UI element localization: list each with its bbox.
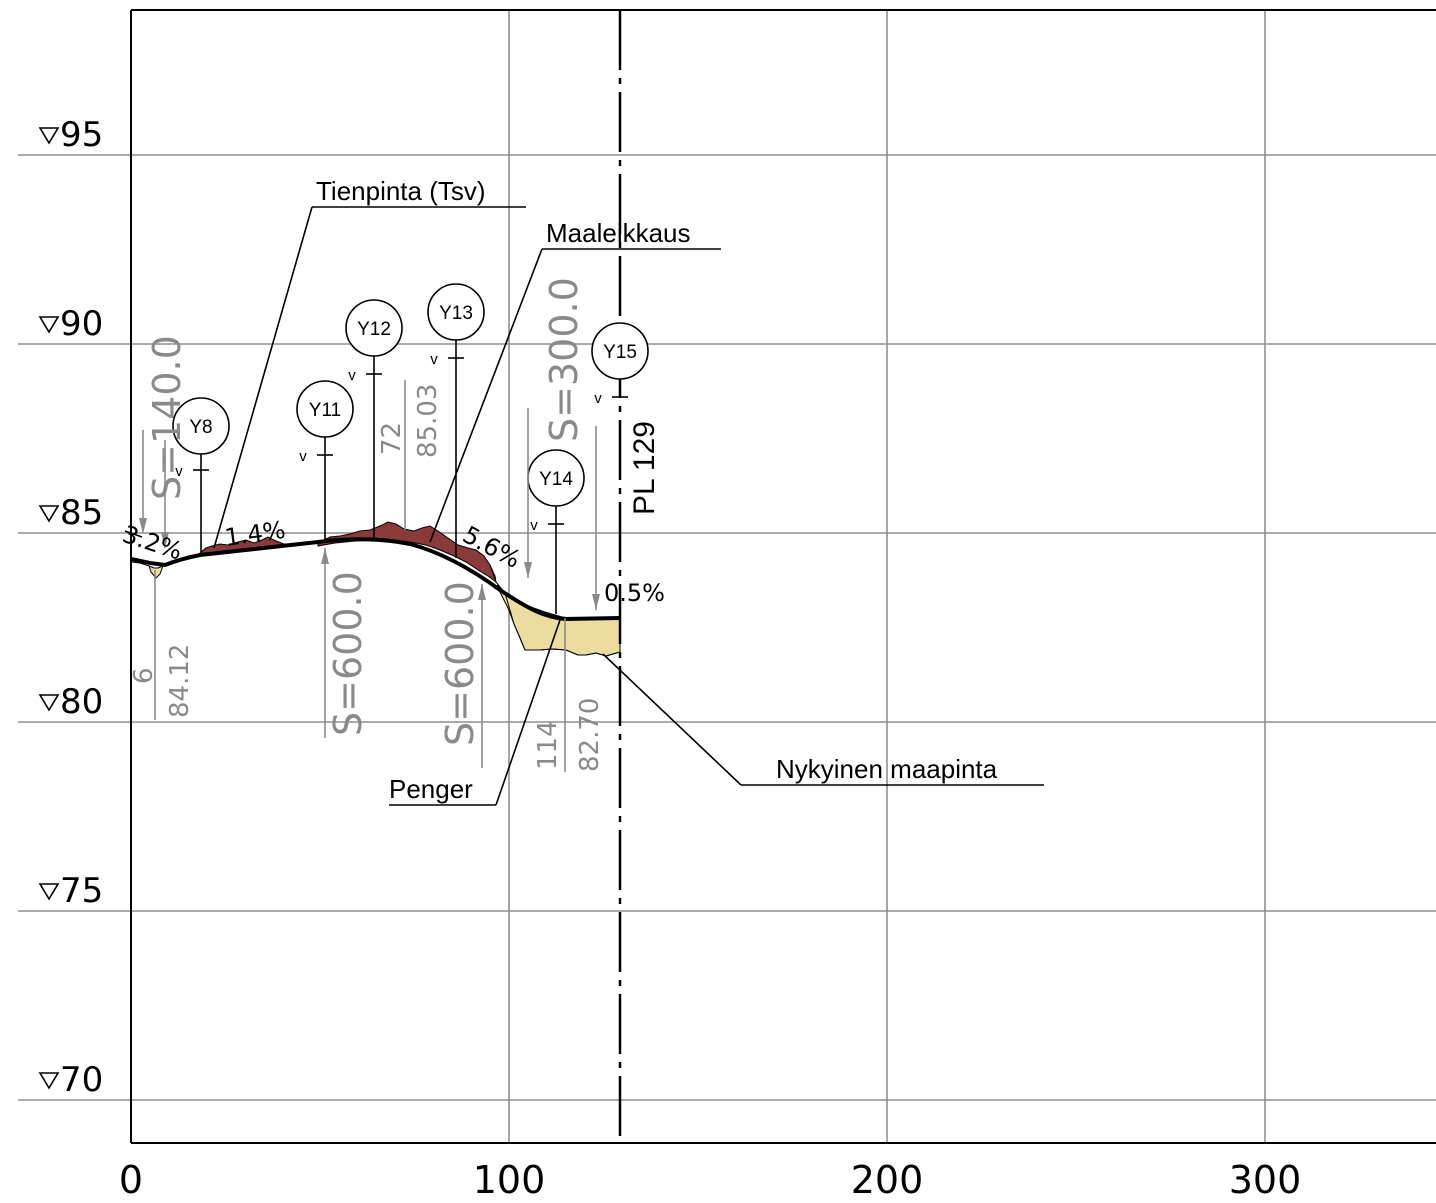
callout-tienpinta-label: Tienpinta (Tsv) <box>316 176 486 206</box>
callout-nykyinen: Nykyinen maapinta <box>602 653 1044 786</box>
elevation-label-85: 85 <box>38 493 103 533</box>
breakpoint-elevation-2: 85.03 <box>413 384 443 458</box>
frame <box>130 9 1436 1144</box>
elevation-value: 95 <box>60 115 103 155</box>
elevation-value: 75 <box>60 871 103 911</box>
point-label: Y13 <box>439 303 473 324</box>
point-marker-label: v <box>594 390 602 407</box>
embankment-area-right <box>496 584 621 657</box>
callout-nykyinen-label: Nykyinen maapinta <box>776 754 998 784</box>
callout-penger: Penger <box>389 619 561 806</box>
vertical-curve-annotations: S=140.0 S=600.0 S=600.0 S=300.0 <box>139 277 600 768</box>
callout-maaleikkaus-label: Maaleikkaus <box>546 218 691 248</box>
elevation-triangle-icon <box>38 694 60 712</box>
callout-leader <box>495 619 561 806</box>
curve-arrow-head-icon <box>139 518 147 534</box>
slope-label-1: 3.2% <box>119 520 186 565</box>
point-y13: Y13 v <box>427 283 485 558</box>
elevation-label-75: 75 <box>38 871 103 911</box>
elevation-label-95: 95 <box>38 115 103 155</box>
road-surface-line <box>130 537 621 622</box>
slope-leader <box>124 530 143 538</box>
breakpoint-annotations: 6 84.12 72 85.03 114 82.70 <box>129 380 605 772</box>
point-circle <box>591 322 649 380</box>
elevation-value: 85 <box>60 493 103 533</box>
elevation-label-70: 70 <box>38 1060 103 1100</box>
point-label: Y12 <box>357 319 391 340</box>
callout-leader <box>602 653 742 786</box>
point-label: Y14 <box>539 469 573 490</box>
elevation-triangle-icon <box>38 883 60 901</box>
point-marker-label: v <box>299 448 307 465</box>
elevation-label-90: 90 <box>38 304 103 344</box>
callout-leader <box>213 206 313 549</box>
embankment-area-left <box>148 565 164 579</box>
callout-leader <box>429 248 543 543</box>
station-label-300: 300 <box>1229 1158 1302 1202</box>
elevation-triangle-icon <box>38 505 60 523</box>
embankment-areas <box>148 565 621 657</box>
curve-arrow-head-icon <box>524 562 532 578</box>
station-axis: 0 100 200 300 <box>119 1158 1301 1202</box>
breakpoint-elevation-1: 84.12 <box>165 644 195 718</box>
point-marker-label: v <box>175 463 183 480</box>
elevation-value: 80 <box>60 682 103 722</box>
curve-label-s600-2: S=600.0 <box>438 581 482 746</box>
callout-tienpinta: Tienpinta (Tsv) <box>213 176 526 549</box>
point-marker-label: v <box>530 517 538 534</box>
elevation-triangle-icon <box>38 1072 60 1090</box>
point-marker-label: v <box>348 367 356 384</box>
grid <box>18 10 1436 1143</box>
point-label: Y8 <box>189 417 212 438</box>
point-markers: Y8 v Y11 v Y12 v Y13 v Y14 <box>172 283 649 614</box>
breakpoint-elevation-3: 82.70 <box>575 698 605 772</box>
elevation-label-80: 80 <box>38 682 103 722</box>
point-y11: Y11 v <box>296 380 354 542</box>
point-y14: Y14 v <box>527 449 585 614</box>
elevation-value: 70 <box>60 1060 103 1100</box>
point-marker-label: v <box>430 351 438 368</box>
station-label-200: 200 <box>851 1158 924 1202</box>
curve-arrow-head-icon <box>161 532 169 548</box>
breakpoint-station-2: 72 <box>377 422 407 455</box>
point-label: Y11 <box>309 400 341 421</box>
station-label-0: 0 <box>119 1158 143 1202</box>
curve-label-s600-1: S=600.0 <box>326 571 370 736</box>
callout-maaleikkaus: Maaleikkaus <box>429 218 721 543</box>
station-label-100: 100 <box>473 1158 546 1202</box>
elevation-triangle-icon <box>38 316 60 334</box>
elevation-value: 90 <box>60 304 103 344</box>
breakpoint-station-1: 6 <box>129 667 159 684</box>
elevation-triangle-icon <box>38 127 60 145</box>
pl-label: PL 129 <box>628 421 661 515</box>
point-y15: Y15 v <box>591 322 649 407</box>
curve-label-s300: S=300.0 <box>542 277 586 442</box>
callout-penger-label: Penger <box>389 774 473 804</box>
curve-arrow-head-icon <box>592 594 600 610</box>
point-y8: Y8 v <box>172 397 230 553</box>
curve-arrow-head-icon <box>321 548 329 564</box>
slope-label-4: 0.5% <box>604 579 665 607</box>
breakpoint-station-3: 114 <box>533 720 563 770</box>
point-y12: Y12 v <box>345 299 403 539</box>
callouts: Tienpinta (Tsv) Maaleikkaus Penger Nykyi… <box>213 176 1044 806</box>
curve-label-s140: S=140.0 <box>145 335 189 500</box>
slope-label-3: 5.6% <box>458 521 525 574</box>
elevation-axis: 95 90 85 80 75 70 <box>38 115 103 1100</box>
point-label: Y15 <box>603 342 637 363</box>
curve-arrow-head-icon <box>478 584 486 600</box>
